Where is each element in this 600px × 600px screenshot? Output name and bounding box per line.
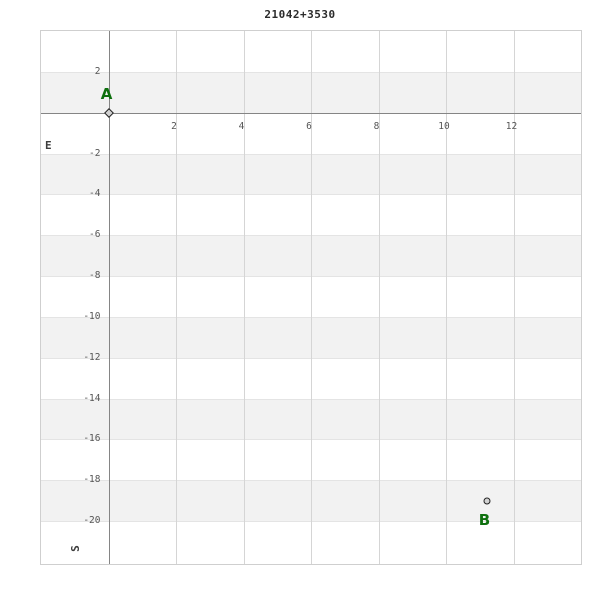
point-label-a: A xyxy=(100,84,113,103)
y-tick-label: -20 xyxy=(83,515,101,527)
y-tick-label: -10 xyxy=(83,310,101,322)
south-direction-label: S xyxy=(68,545,82,552)
vertical-gridline xyxy=(513,31,515,564)
vertical-gridline xyxy=(176,31,177,564)
point-label-b: B xyxy=(478,510,491,529)
plot-area: E S 2 -2 -4 -6 -8 -10 -12 -14 -16 -18 -20 2 4 6 8 10 12 A… xyxy=(40,30,582,565)
y-tick-label: -8 xyxy=(89,270,101,282)
x-axis-line xyxy=(41,112,581,114)
vertical-gridline xyxy=(446,31,447,564)
chart-title: 21042+3530 xyxy=(264,8,336,21)
x-tick-label: 2 xyxy=(171,120,177,132)
y-tick-label: -14 xyxy=(83,392,101,404)
y-tick-label: -16 xyxy=(83,433,101,445)
x-tick-label: 12 xyxy=(505,120,518,132)
x-tick-label: 8 xyxy=(373,120,380,132)
y-tick-label: 2 xyxy=(94,65,101,77)
vertical-gridline xyxy=(378,31,380,564)
x-tick-label: 10 xyxy=(438,120,450,132)
point-marker-b xyxy=(483,497,490,505)
east-direction-label: E xyxy=(45,139,52,152)
x-tick-label: 6 xyxy=(306,120,312,132)
y-tick-label: -4 xyxy=(89,188,101,200)
y-tick-label: -2 xyxy=(89,147,101,159)
y-tick-label: -18 xyxy=(83,474,101,486)
vertical-gridline xyxy=(243,31,245,564)
y-tick-label: -12 xyxy=(83,351,101,363)
x-tick-label: 4 xyxy=(238,120,245,132)
y-axis-line xyxy=(108,31,110,564)
vertical-gridline xyxy=(311,31,312,564)
y-tick-label: -6 xyxy=(89,229,101,241)
